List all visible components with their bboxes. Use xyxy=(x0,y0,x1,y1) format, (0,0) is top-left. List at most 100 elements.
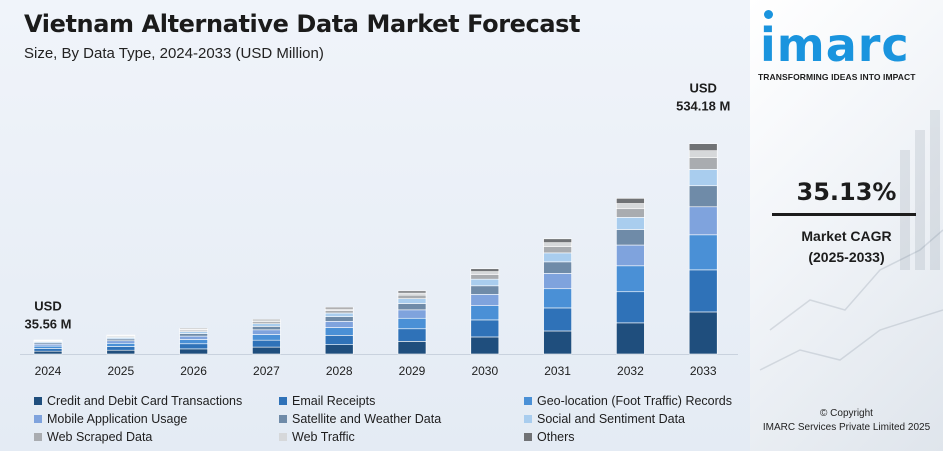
bar-segment-2028-1 xyxy=(324,344,354,355)
x-tick-label: 2025 xyxy=(107,364,134,378)
chart-legend: Credit and Debit Card Transactions Email … xyxy=(34,393,744,444)
bar-segment-2032-6 xyxy=(616,217,645,230)
bar-segment-2027-3 xyxy=(252,334,281,341)
legend-item: Web Traffic xyxy=(279,429,524,444)
bar-stack-2030 xyxy=(470,268,500,355)
bar-segment-2032-3 xyxy=(616,265,645,293)
bar-segment-2030-9 xyxy=(470,268,500,272)
legend-item: Email Receipts xyxy=(279,393,524,408)
bar-segment-2033-2 xyxy=(688,269,718,313)
bar-segment-2027-4 xyxy=(252,329,281,335)
bar-stack-2025 xyxy=(106,334,136,355)
x-tick-label: 2030 xyxy=(471,364,498,378)
bar-segment-2026-9 xyxy=(179,328,208,330)
bar-segment-2033-4 xyxy=(688,206,718,236)
bar-segment-2024-1 xyxy=(33,350,63,355)
bar-segment-2030-4 xyxy=(470,294,500,306)
bar-segment-2031-1 xyxy=(543,330,572,355)
bar-segment-2026-5 xyxy=(179,333,208,337)
chart-panel: Vietnam Alternative Data Market Forecast… xyxy=(0,0,750,451)
bar-segment-2028-2 xyxy=(324,335,354,345)
bar-segment-2031-8 xyxy=(543,242,572,247)
bar-stack-2031 xyxy=(543,238,572,355)
cagr-label: Market CAGR xyxy=(801,228,892,244)
bar-segment-2028-3 xyxy=(324,327,354,336)
bar-segment-2032-1 xyxy=(616,322,645,355)
bar-segment-2032-8 xyxy=(616,203,645,210)
bar-segment-2026-3 xyxy=(179,339,208,345)
bar-segment-2033-8 xyxy=(688,150,718,158)
legend-swatch xyxy=(524,396,532,405)
legend-label: Geo-location (Foot Traffic) Records xyxy=(537,393,732,408)
bar-segment-2025-9 xyxy=(106,334,136,337)
legend-item: Mobile Application Usage xyxy=(34,411,279,426)
legend-swatch xyxy=(34,432,42,441)
legend-item: Geo-location (Foot Traffic) Records xyxy=(524,393,744,408)
bar-segment-2027-6 xyxy=(252,323,281,327)
bar-segment-2028-6 xyxy=(324,312,354,317)
background-chart-decoration xyxy=(759,110,943,371)
x-tick-label: 2029 xyxy=(399,364,426,378)
bar-segment-2028-4 xyxy=(324,321,354,328)
legend-label: Mobile Application Usage xyxy=(47,411,188,426)
legend-item: Web Scraped Data xyxy=(34,429,279,444)
x-tick-label: 2026 xyxy=(180,364,207,378)
bar-segment-2029-3 xyxy=(397,317,427,330)
brand-tagline: TRANSFORMING IDEAS INTO IMPACT xyxy=(758,72,916,82)
bar-segment-2031-6 xyxy=(543,252,572,263)
x-tick-label: 2027 xyxy=(253,364,280,378)
legend-item: Others xyxy=(524,429,744,444)
bar-segment-2028-7 xyxy=(324,310,354,314)
bar-segment-2026-2 xyxy=(179,343,208,350)
legend-label: Satellite and Weather Data xyxy=(292,411,442,426)
legend-label: Web Scraped Data xyxy=(47,429,153,444)
bar-segment-2024-2 xyxy=(33,348,63,352)
bar-segment-2033-6 xyxy=(688,169,718,187)
bar-segment-2031-5 xyxy=(543,261,572,274)
bar-segment-2025-2 xyxy=(106,346,136,351)
copyright-line: © Copyright xyxy=(820,408,873,419)
bar-segment-2028-9 xyxy=(324,307,354,310)
legend-swatch xyxy=(279,396,287,405)
bar-segment-2031-9 xyxy=(543,238,572,243)
bar-segment-2029-7 xyxy=(397,294,427,299)
legend-label: Others xyxy=(537,429,575,444)
bar-segment-2032-9 xyxy=(616,198,645,204)
legend-swatch xyxy=(279,432,287,441)
x-tick-label: 2033 xyxy=(690,364,717,378)
bar-segment-2024-3 xyxy=(33,345,63,349)
bar-segment-2030-5 xyxy=(470,285,500,295)
legend-swatch xyxy=(34,396,42,405)
x-tick-label: 2024 xyxy=(35,364,62,378)
bar-segment-2029-1 xyxy=(397,341,427,355)
bar-segment-2030-1 xyxy=(470,336,500,355)
legend-item: Credit and Debit Card Transactions xyxy=(34,393,279,408)
legend-swatch xyxy=(524,432,532,441)
bar-segment-2031-2 xyxy=(543,307,572,332)
bar-stack-2032 xyxy=(616,198,645,355)
total-annotation-2024: 35.56 M xyxy=(25,316,72,331)
chart-title: Vietnam Alternative Data Market Forecast xyxy=(24,10,581,38)
bar-segment-2025-3 xyxy=(106,342,136,347)
x-tick-label: 2028 xyxy=(326,364,353,378)
bar-segment-2030-2 xyxy=(470,319,500,338)
bar-stack-2024 xyxy=(33,339,63,355)
bar-segment-2029-9 xyxy=(397,290,427,294)
legend-swatch xyxy=(279,414,287,423)
bar-segment-2030-7 xyxy=(470,274,500,280)
bar-segment-2030-6 xyxy=(470,278,500,287)
bar-segment-2027-5 xyxy=(252,326,281,331)
bar-segment-2033-7 xyxy=(688,157,718,170)
total-annotation-2033: USD xyxy=(689,80,716,95)
bar-segment-2031-3 xyxy=(543,288,572,309)
bar-segment-2031-7 xyxy=(543,246,572,254)
bar-segment-2027-2 xyxy=(252,339,281,348)
bar-segment-2030-8 xyxy=(470,271,500,275)
imarc-logo: imarc xyxy=(760,18,910,72)
legend-label: Social and Sentiment Data xyxy=(537,411,686,426)
logo-dot-icon xyxy=(764,10,773,19)
bar-segment-2029-8 xyxy=(397,292,427,296)
chart-subtitle: Size, By Data Type, 2024-2033 (USD Milli… xyxy=(24,45,324,62)
bar-segment-2029-6 xyxy=(397,298,427,304)
bar-stack-2028 xyxy=(324,307,354,355)
